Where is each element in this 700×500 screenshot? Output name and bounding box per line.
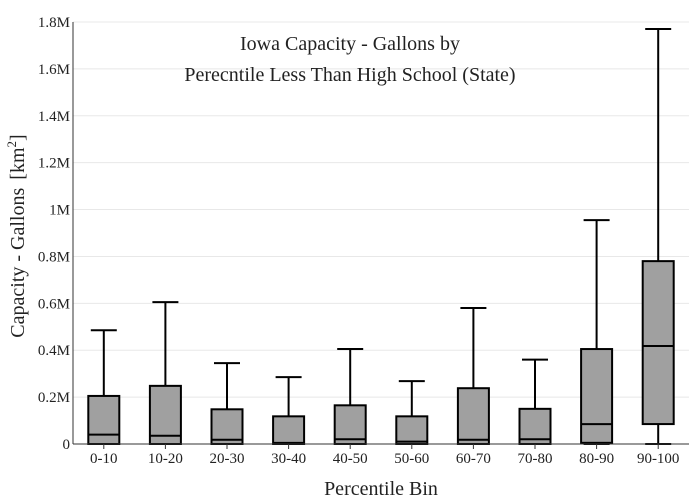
y-tick-label: 0.8M [38,249,70,265]
y-axis-title-bracket-open: [ [7,173,29,180]
y-tick-label: 1.6M [38,62,70,78]
box-iqr [641,260,675,426]
x-tick-label: 60-70 [456,451,491,467]
x-tick-label: 0-10 [90,451,118,467]
grid-lines [73,21,689,398]
y-axis-title-exponent: 2 [4,141,19,148]
box-30-40 [272,376,306,445]
y-tick-label: 0 [63,437,71,453]
y-axis-title: Capacity - Gallons [km2] [4,134,29,337]
x-tick-label: 80-90 [579,451,614,467]
x-tick-label: 20-30 [210,451,245,467]
box-70-80 [518,358,552,446]
box-20-30 [210,362,244,445]
y-axis-title-bracket-close: ] [7,134,29,141]
box-iqr [272,415,306,445]
box-40-50 [333,348,367,446]
x-tick-label: 10-20 [148,451,183,467]
x-tick-label: 50-60 [394,451,429,467]
x-tick-label: 30-40 [271,451,306,467]
box-iqr [333,404,367,446]
box-80-90 [580,219,614,445]
y-tick-label: 0.2M [38,390,70,406]
y-tick-label: 1M [49,203,70,219]
box-0-10 [87,329,121,446]
y-tick-label: 0.6M [38,296,70,312]
box-iqr [210,408,244,445]
axes [72,22,689,445]
y-tick-label: 1.2M [38,156,70,172]
box-60-70 [456,307,490,445]
y-axis-title-unit: km [7,147,29,173]
chart-title-line-2: Perecntile Less Than High School (State) [184,64,515,86]
chart-title-line-1: Iowa Capacity - Gallons by [240,33,460,55]
box-iqr [580,348,614,444]
y-axis-title-main: Capacity - Gallons [7,188,29,338]
box-50-60 [395,380,429,445]
box-iqr [395,415,429,445]
x-tick-label: 90-100 [637,451,680,467]
y-tick-label: 1.4M [38,109,70,125]
box-10-20 [148,301,182,446]
x-axis-title: Percentile Bin [324,478,438,500]
box-iqr [456,387,490,445]
boxes-layer [87,28,675,446]
x-tick-labels: 0-10 10-20 20-30 30-40 40-50 50-60 60-70 70-80 8… [90,444,679,467]
box-90-100 [641,28,675,445]
y-tick-labels: 0 0.2M 0.4M 0.6M 0.8M 1M 1.2M 1.4M 1.6M 1.8M [38,15,70,453]
x-tick-label: 40-50 [333,451,368,467]
y-tick-label: 1.8M [38,15,70,31]
y-tick-label: 0.4M [38,343,70,359]
x-tick-label: 70-80 [518,451,553,467]
box-iqr [87,394,121,446]
